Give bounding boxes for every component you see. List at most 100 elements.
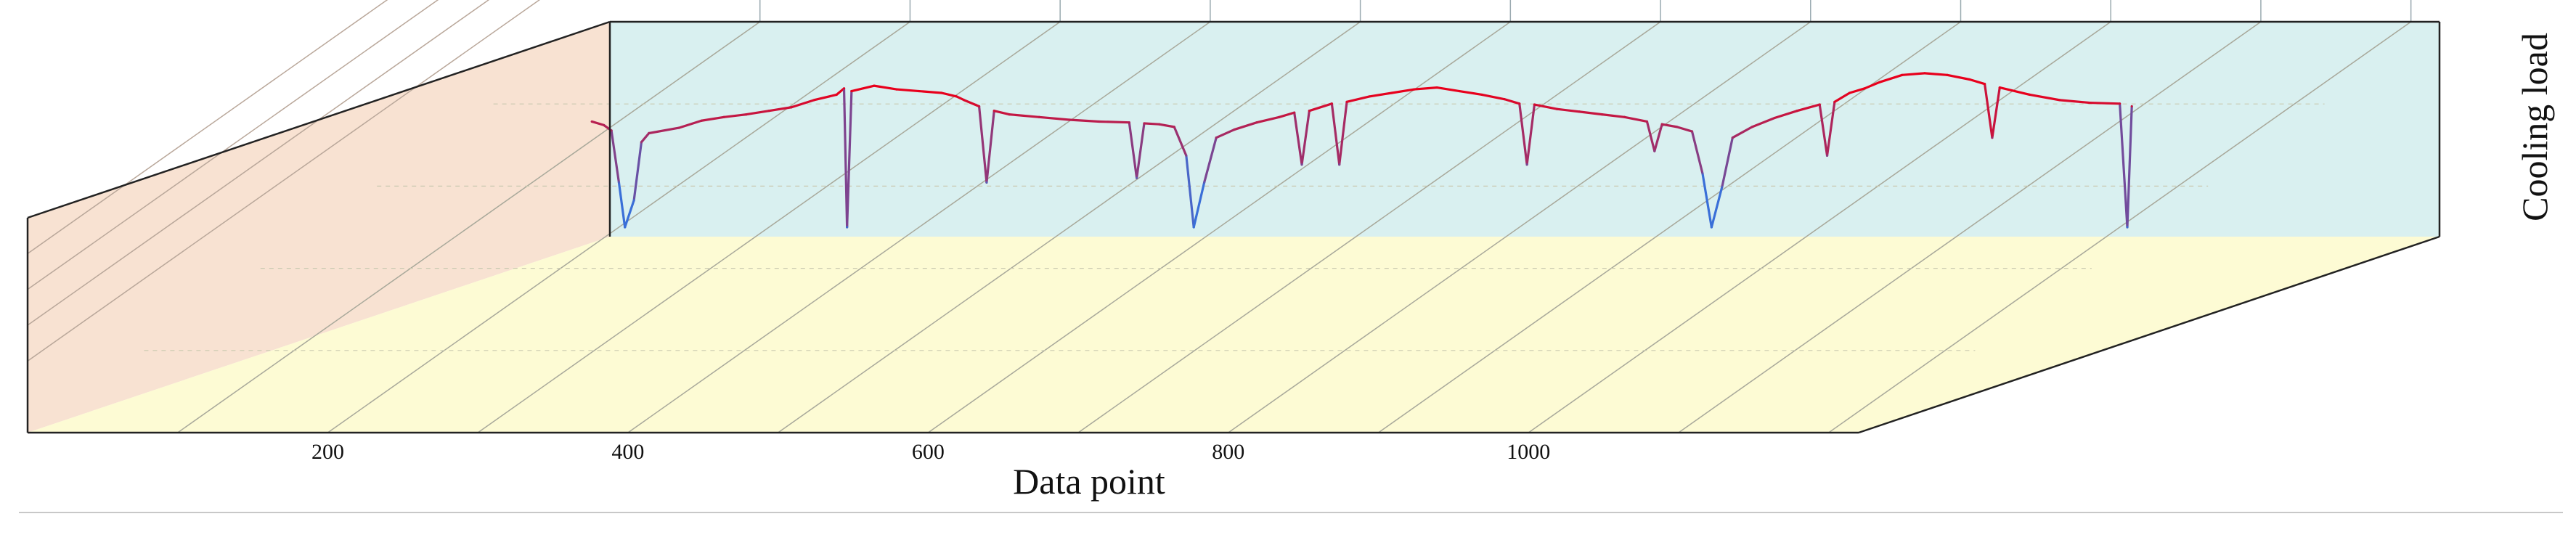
series-0-segment xyxy=(632,141,643,202)
series-0-point xyxy=(2126,226,2129,229)
series-0-segment xyxy=(1525,103,1536,166)
series-0-point xyxy=(1008,113,1011,116)
series-0-point xyxy=(2029,93,2031,96)
series-0-segment xyxy=(624,199,635,229)
series-0-point xyxy=(1923,72,1926,75)
series-0-point xyxy=(1555,107,1558,110)
series-0-segment xyxy=(1578,110,1604,116)
series-0-point xyxy=(835,93,838,96)
series-0-segment xyxy=(1293,111,1303,166)
series-0-segment xyxy=(2126,105,2133,229)
series-0-segment xyxy=(1863,81,1881,90)
series-0-segment xyxy=(1848,87,1866,94)
series-0-segment xyxy=(745,110,770,116)
series-0-point xyxy=(1901,73,1904,76)
floor-gridline xyxy=(1828,21,2412,433)
series-0-point xyxy=(1233,128,1236,131)
x-tick-label: 400 xyxy=(611,440,644,464)
y-axis-title: Cooling load xyxy=(2514,33,2555,221)
x-tick-label: 1000 xyxy=(1507,440,1550,464)
series-0-segment xyxy=(2119,102,2129,229)
floor-gridline xyxy=(327,21,910,433)
series-0-segment xyxy=(1731,126,1753,139)
series-0-segment xyxy=(1413,86,1438,91)
series-0-point xyxy=(610,129,613,132)
series-0-point xyxy=(873,84,876,87)
series-0-point xyxy=(1826,154,1829,157)
series-0-point xyxy=(2058,99,2061,102)
series-0-point xyxy=(722,115,725,118)
series-0-segment xyxy=(1098,120,1130,124)
series-0-point xyxy=(1390,91,1393,94)
series-0-point xyxy=(1435,86,1438,89)
series-0-segment xyxy=(993,110,1011,116)
series-0-segment xyxy=(1901,72,1926,76)
series-0-segment xyxy=(1338,100,1348,166)
series-0-segment xyxy=(610,129,621,184)
series-0-point xyxy=(603,123,606,126)
series-0-point xyxy=(1330,102,1333,105)
series-0-point xyxy=(1203,181,1206,184)
series-0-point xyxy=(850,90,853,93)
series-0-point xyxy=(1796,110,1798,113)
series-0-point xyxy=(1158,123,1161,126)
series-0-segment xyxy=(1215,128,1236,139)
chart-series xyxy=(590,72,2133,229)
series-0-point xyxy=(677,126,680,129)
series-0-segment xyxy=(617,181,627,229)
series-0-point xyxy=(895,88,898,91)
series-0-point xyxy=(1968,78,1971,81)
series-0-segment xyxy=(955,95,966,102)
x-axis-title: Data point xyxy=(1013,461,1165,502)
series-0-point xyxy=(1773,117,1776,120)
series-0-point xyxy=(1750,126,1753,128)
series-0-segment xyxy=(1503,98,1521,105)
series-0-segment xyxy=(790,99,815,109)
series-0-point xyxy=(1338,163,1341,166)
series-0-point xyxy=(790,106,793,109)
series-0-point xyxy=(1600,113,1603,116)
floor-gridline xyxy=(477,21,1061,433)
series-0-point xyxy=(1308,110,1311,113)
series-0-point xyxy=(767,110,770,113)
series-0-point xyxy=(1623,115,1626,118)
series-0-segment xyxy=(1143,122,1161,126)
series-0-point xyxy=(2088,102,2091,105)
side-wall xyxy=(28,22,610,433)
series-0-point xyxy=(985,181,988,184)
series-0-segment xyxy=(1555,107,1581,113)
side-wall-gridline xyxy=(27,0,439,290)
series-0-point xyxy=(1721,186,1724,188)
series-0-segment xyxy=(812,93,838,102)
series-0-point xyxy=(1255,121,1258,124)
series-0-point xyxy=(1710,226,1713,229)
series-0-point xyxy=(1413,88,1416,91)
series-0-segment xyxy=(846,89,853,229)
series-0-point xyxy=(1345,100,1348,103)
series-0-segment xyxy=(1600,113,1626,118)
series-0-point xyxy=(632,199,635,202)
series-0-point xyxy=(1946,73,1949,76)
series-0-segment xyxy=(2029,93,2061,102)
series-0-segment xyxy=(1676,126,1694,133)
series-0-point xyxy=(1368,95,1371,98)
series-0-point xyxy=(1533,103,1536,106)
x-tick-label: 800 xyxy=(1212,440,1244,464)
series-0-segment xyxy=(1946,73,1971,81)
series-0-segment xyxy=(835,87,846,97)
series-0-segment xyxy=(1998,86,2031,97)
series-0-segment xyxy=(648,126,680,135)
series-0-point xyxy=(590,120,593,123)
series-0-segment xyxy=(1825,100,1836,157)
series-0-point xyxy=(1653,150,1656,152)
series-0-point xyxy=(624,226,627,229)
series-0-point xyxy=(1278,115,1281,118)
series-0-point xyxy=(700,119,703,122)
series-0-segment xyxy=(2088,101,2121,105)
series-0-segment xyxy=(1818,103,1829,157)
series-0-segment xyxy=(1158,123,1175,128)
series-0-segment xyxy=(677,119,703,129)
series-0-segment xyxy=(1701,172,1713,229)
x-tick-label: 200 xyxy=(311,440,344,464)
